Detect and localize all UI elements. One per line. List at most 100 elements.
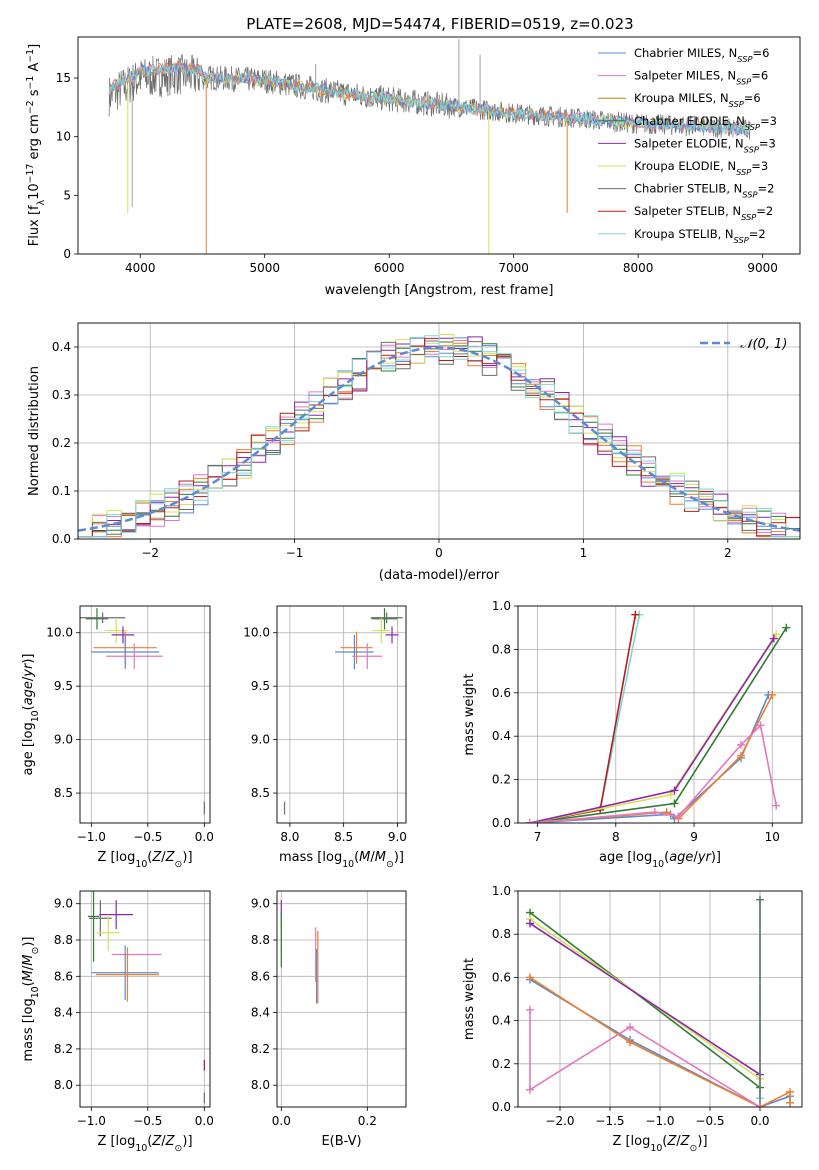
weight-marker (631, 610, 640, 619)
axes-frame (276, 605, 407, 824)
plot-area (283, 608, 403, 815)
weight-marker (626, 1023, 634, 1032)
x-tick-label: 0.0 (195, 1114, 214, 1128)
x-axis-label: Z [log10(Z/Z⊙)] (612, 1134, 707, 1154)
y-tick-label: 8.0 (251, 1078, 270, 1092)
panel-age_vs_mass: 8.0 8.5 9.0 8.5 9.0 9.5 10.0 mass [log10(M/M⊙)] (243, 605, 407, 870)
legend-entry: Chabrier ELODIE, NSSP=3 (634, 114, 777, 132)
weight-line (529, 694, 770, 823)
y-tick-label: 10.0 (46, 626, 73, 640)
x-tick-label: −1.0 (77, 1114, 106, 1128)
y-tick-label: 0 (63, 247, 71, 261)
weight-marker (674, 812, 683, 821)
weight-marker (756, 895, 764, 904)
x-tick-label: 10 (765, 830, 780, 844)
axes-frame (77, 322, 801, 540)
legend-entry: Chabrier MILES, NSSP=6 (634, 46, 769, 64)
weight-marker (736, 751, 745, 760)
weight-marker (650, 808, 659, 817)
weight-marker (768, 690, 777, 699)
panel-weight_vs_age: 7 8 9 10 0.0 0.2 0.4 0.6 0.8 1.0 age [log10(age/yr… (462, 599, 803, 870)
y-tick-label: 8.6 (251, 969, 270, 983)
y-tick-label: 0.8 (492, 927, 511, 941)
x-tick-label: −1 (286, 546, 304, 560)
y-tick-label: 9.0 (54, 897, 73, 911)
weight-marker (782, 623, 791, 632)
y-tick-label: 8.2 (251, 1042, 270, 1056)
y-tick-label: 0.2 (52, 436, 71, 450)
y-tick-label: 8.4 (54, 1006, 73, 1020)
y-tick-label: 0.0 (492, 816, 511, 830)
weight-line (529, 1009, 761, 1107)
x-tick-label: 5000 (249, 261, 280, 275)
x-tick-label: 0.2 (358, 1114, 377, 1128)
axes-frame (79, 890, 211, 1108)
plot-area (526, 895, 794, 1107)
x-tick-label: 9 (690, 830, 698, 844)
y-tick-label: 8.5 (54, 786, 73, 800)
y-tick-label: 9.0 (251, 733, 270, 747)
legend-entry: Salpeter ELODIE, NSSP=3 (634, 136, 776, 154)
plot-area (78, 334, 800, 538)
y-tick-label: 0.4 (52, 340, 71, 354)
x-tick-label: 0.0 (750, 1114, 769, 1128)
y-tick-label: 8.8 (251, 933, 270, 947)
y-tick-label: 9.5 (251, 679, 270, 693)
y-tick-label: 0.2 (492, 773, 511, 787)
axes-frame (517, 605, 803, 824)
y-tick-label: 0.3 (52, 388, 71, 402)
data-spectrum (108, 54, 751, 140)
panel-spectrum: 4000 5000 6000 7000 8000 9000 0 5 10 15 wavelength… (25, 36, 801, 298)
x-tick-label: 6000 (374, 261, 405, 275)
weight-line (529, 614, 637, 823)
x-tick-label: −1.5 (595, 1114, 624, 1128)
model-spectrum (108, 62, 751, 136)
weight-line (529, 638, 775, 823)
y-tick-label: 0.4 (492, 1014, 511, 1028)
y-axis-label: mass weight (462, 673, 477, 755)
x-tick-label: −1.0 (645, 1114, 674, 1128)
x-tick-label: 8.5 (334, 830, 353, 844)
x-tick-label: −0.5 (133, 830, 162, 844)
weight-marker (626, 1038, 634, 1047)
figure-title: PLATE=2608, MJD=54474, FIBERID=0519, z=0… (246, 15, 633, 33)
weight-line (529, 614, 641, 823)
x-axis-label: E(B-V) (321, 1134, 361, 1149)
panel-mass_vs_ebv: 0.0 0.2 8.0 8.2 8.4 8.6 8.8 9.0 E(B-V) (251, 890, 407, 1149)
y-tick-label: 10.0 (243, 626, 270, 640)
legend-entry: 𝒩(0, 1) (740, 337, 787, 352)
plot-area (108, 39, 751, 254)
plot-area (87, 891, 205, 1104)
x-axis-label: Z [log10(Z/Z⊙)] (97, 850, 192, 870)
weight-marker (526, 1085, 534, 1094)
y-tick-label: 8.8 (54, 933, 73, 947)
x-tick-label: 9000 (747, 261, 778, 275)
weight-marker (769, 634, 778, 643)
legend-entry: Salpeter STELIB, NSSP=2 (634, 204, 773, 222)
y-tick-label: 9.0 (54, 733, 73, 747)
x-tick-label: 8.0 (280, 830, 299, 844)
normal-curve (78, 346, 800, 532)
x-axis-label: wavelength [Angstrom, rest frame] (325, 283, 554, 298)
x-tick-label: 9.0 (388, 830, 407, 844)
panel-mass_vs_Z: −1.0 −0.5 0.0 8.0 8.2 8.4 8.6 8.8 9.0 Z [log10(Z/… (21, 890, 214, 1154)
x-axis-label: Z [log10(Z/Z⊙)] (97, 1134, 192, 1154)
y-axis-label: mass [log10(M/M⊙)] (21, 937, 41, 1062)
y-tick-label: 8.5 (251, 786, 270, 800)
x-tick-label: 4000 (125, 261, 156, 275)
x-tick-label: 8 (612, 830, 620, 844)
x-tick-label: −2 (141, 546, 159, 560)
plot-area (280, 900, 319, 1004)
y-axis-label: Normed distribution (27, 366, 42, 496)
weight-marker (670, 786, 679, 795)
plot-area (80, 608, 205, 815)
y-tick-label: 8.2 (54, 1042, 73, 1056)
y-tick-label: 0.1 (52, 484, 71, 498)
y-tick-label: 0.0 (52, 532, 71, 546)
y-tick-label: 10 (56, 130, 71, 144)
weight-line (529, 694, 774, 823)
weight-line (529, 911, 761, 1089)
y-axis-label: mass weight (462, 958, 477, 1040)
weight-marker (525, 819, 534, 823)
